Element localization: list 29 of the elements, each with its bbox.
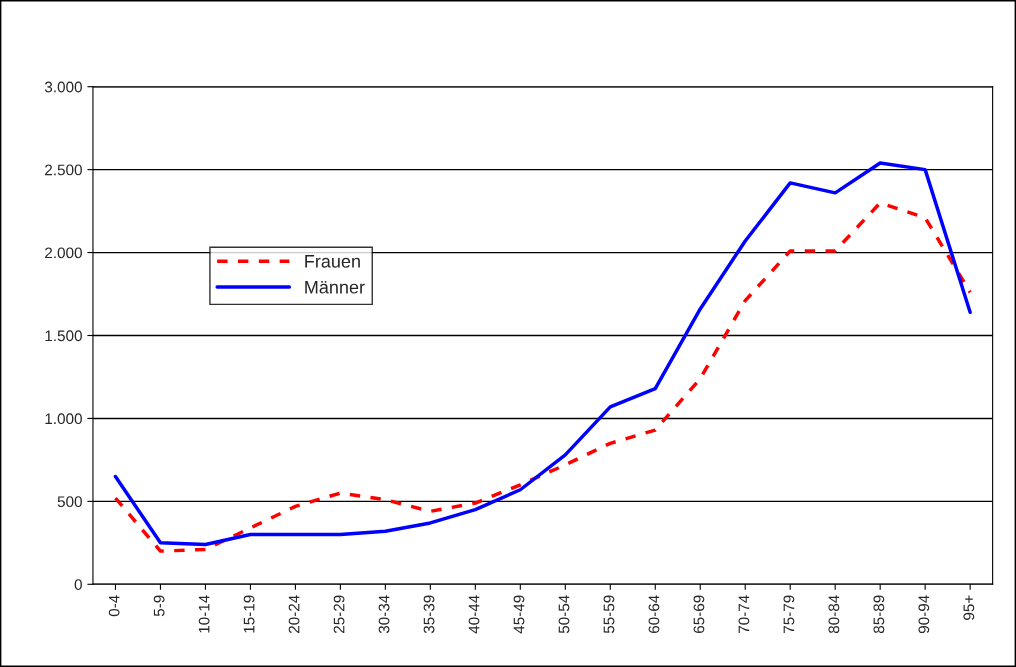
x-tick-label: 35-39 (423, 595, 435, 634)
legend-label: Frauen (305, 255, 360, 268)
x-tick-label: 65-69 (693, 595, 705, 633)
x-tick-label: 20-24 (288, 595, 300, 634)
y-tick-label: 0 (74, 579, 82, 590)
x-tick-label: 75-79 (783, 595, 795, 633)
x-tick-label: 15-19 (243, 595, 255, 633)
legend-label: Männer (305, 280, 365, 294)
y-tick-label: 1.000 (45, 413, 82, 425)
y-tick-label: 3.000 (44, 81, 82, 93)
x-tick-label: 30-34 (378, 595, 390, 634)
y-tick-label: 2.000 (45, 247, 82, 259)
y-tick-label: 2.500 (45, 164, 82, 176)
x-tick-label: 70-74 (738, 595, 750, 633)
x-tick-label: 90-94 (918, 595, 930, 634)
x-tick-label: 60-64 (648, 595, 660, 633)
y-tick-label: 500 (57, 496, 82, 508)
x-tick-label: 55-59 (603, 595, 615, 634)
x-tick-label: 25-29 (333, 595, 345, 634)
x-tick-label: 10-14 (198, 595, 210, 633)
x-tick-label: 50-54 (558, 595, 570, 634)
x-tick-label: 40-44 (468, 595, 480, 634)
x-tick-label: 95+ (963, 595, 975, 620)
x-tick-label: 0-4 (108, 595, 120, 617)
x-tick-label: 85-89 (873, 595, 885, 634)
x-tick-label: 45-49 (513, 595, 525, 634)
x-tick-label: 80-84 (828, 595, 840, 634)
y-tick-label: 1.500 (45, 330, 82, 342)
x-tick-label: 5-9 (153, 595, 165, 617)
